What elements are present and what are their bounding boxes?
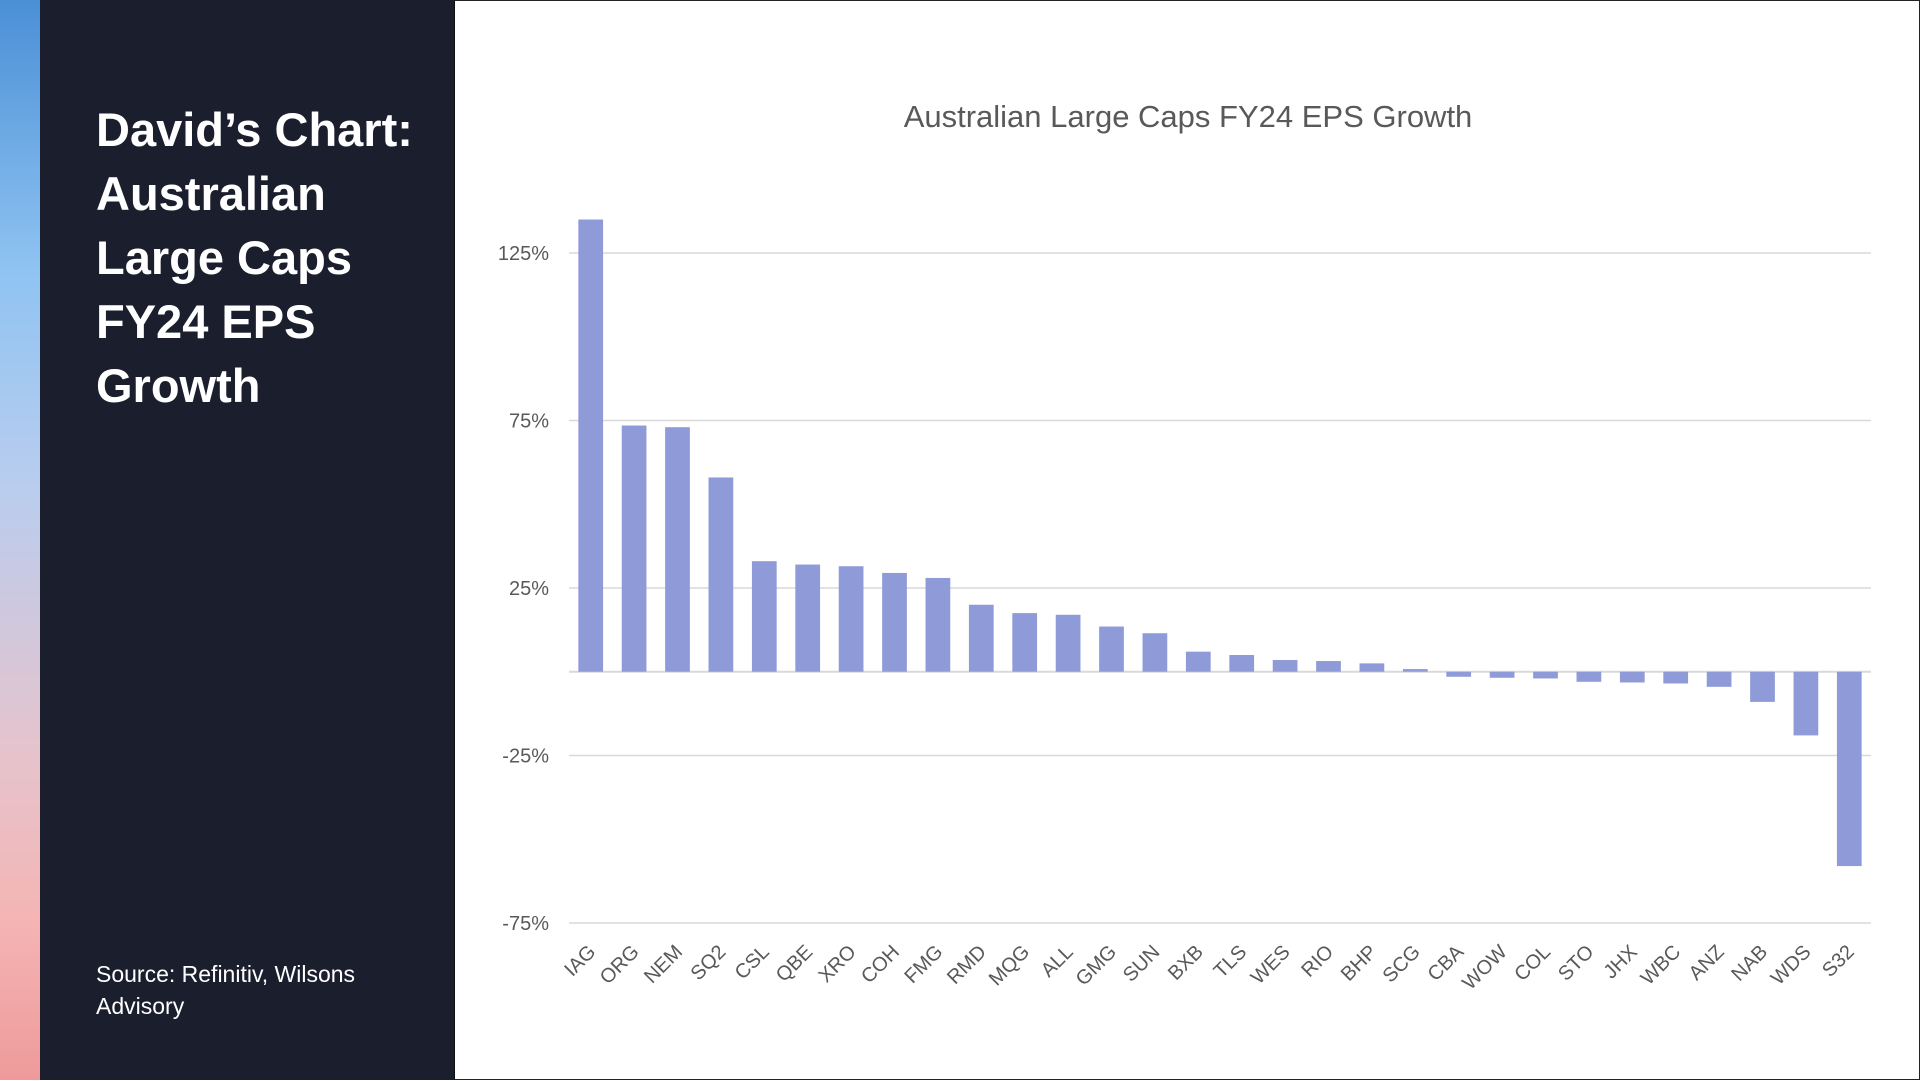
bar-rio (1316, 661, 1341, 672)
x-tick-label: WBC (1637, 941, 1686, 990)
bar-coh (882, 572, 907, 672)
x-tick-label: FMG (900, 941, 947, 988)
x-tick-label: JHX (1600, 941, 1642, 983)
chart-title: Australian Large Caps FY24 EPS Growth (904, 99, 1473, 134)
x-tick-label: TLS (1210, 941, 1251, 982)
page-title: David’s Chart: Australian Large Caps FY2… (96, 103, 413, 412)
x-tick-label: BHP (1337, 941, 1382, 986)
bar-sun (1142, 633, 1168, 672)
bar-bxb (1185, 651, 1211, 672)
bar-bhp (1359, 663, 1385, 672)
bar-wds (1793, 671, 1819, 736)
sidebar-panel: David’s Chart: Australian Large Caps FY2… (40, 0, 454, 1080)
bar-mqg (1012, 613, 1038, 672)
x-tick-label: BXB (1164, 941, 1208, 985)
bar-wbc (1663, 671, 1689, 684)
bar-tls (1229, 655, 1255, 672)
bar-col (1533, 671, 1558, 679)
bar-iag (578, 219, 604, 672)
x-tick-label: SQ2 (687, 941, 731, 985)
x-tick-label: WES (1247, 941, 1295, 989)
x-tick-label: S32 (1818, 941, 1859, 982)
x-tick-label: ANZ (1685, 941, 1729, 985)
x-tick-label: WDS (1767, 941, 1816, 990)
bar-sq2 (708, 477, 734, 672)
y-tick-label: 125% (498, 243, 549, 265)
x-tick-label: XRO (814, 941, 860, 987)
bar-sto (1576, 671, 1602, 682)
bar-s32 (1836, 671, 1862, 867)
bar-scg (1402, 669, 1428, 672)
x-tick-label: NEM (640, 941, 687, 988)
bar-chart: Australian Large Caps FY24 EPS Growth 12… (498, 99, 1871, 995)
bar-fmg (925, 577, 951, 672)
bars (578, 219, 1862, 867)
x-tick-label: WOW (1458, 941, 1511, 994)
gridlines (569, 252, 1871, 924)
x-tick-label: RIO (1297, 941, 1338, 982)
x-tick-label: COL (1510, 941, 1555, 986)
bar-gmg (1099, 626, 1124, 672)
x-tick-label: IAG (560, 941, 600, 981)
bar-nem (665, 427, 690, 672)
x-tick-label: CSL (731, 941, 774, 984)
chart-panel: Australian Large Caps FY24 EPS Growth 12… (454, 0, 1920, 1080)
x-tick-label: GMG (1072, 941, 1121, 990)
x-tick-label: COH (857, 941, 904, 988)
bar-xro (838, 566, 864, 672)
bar-rmd (968, 604, 994, 672)
bar-cba (1446, 671, 1472, 677)
bar-jhx (1619, 671, 1645, 683)
y-tick-label: -75% (502, 913, 549, 935)
x-tick-label: MQG (985, 941, 1034, 990)
x-tick-label: QBE (772, 941, 817, 986)
bar-nab (1750, 671, 1775, 702)
bar-csl (751, 561, 777, 672)
x-tick-label: RMD (943, 941, 991, 989)
x-tick-label: SCG (1379, 941, 1425, 987)
gradient-accent-strip (0, 0, 40, 1080)
x-tick-label: STO (1554, 941, 1598, 985)
y-tick-label: 75% (509, 411, 549, 433)
x-tick-label: ORG (596, 941, 644, 989)
y-tick-label: -25% (502, 746, 549, 768)
bar-org (621, 425, 647, 672)
source-note: Source: Refinitiv, Wilsons Advisory (96, 961, 356, 1019)
x-tick-label: SUN (1119, 941, 1164, 986)
y-axis-tick-labels: 125% 75% 25% -25% -75% (498, 243, 549, 935)
bar-all (1055, 614, 1081, 672)
bar-wes (1272, 660, 1298, 672)
y-tick-label: 25% (509, 578, 549, 600)
bar-wow (1489, 671, 1515, 678)
bar-anz (1706, 671, 1732, 687)
bar-qbe (795, 564, 821, 672)
x-tick-label: NAB (1727, 941, 1772, 986)
